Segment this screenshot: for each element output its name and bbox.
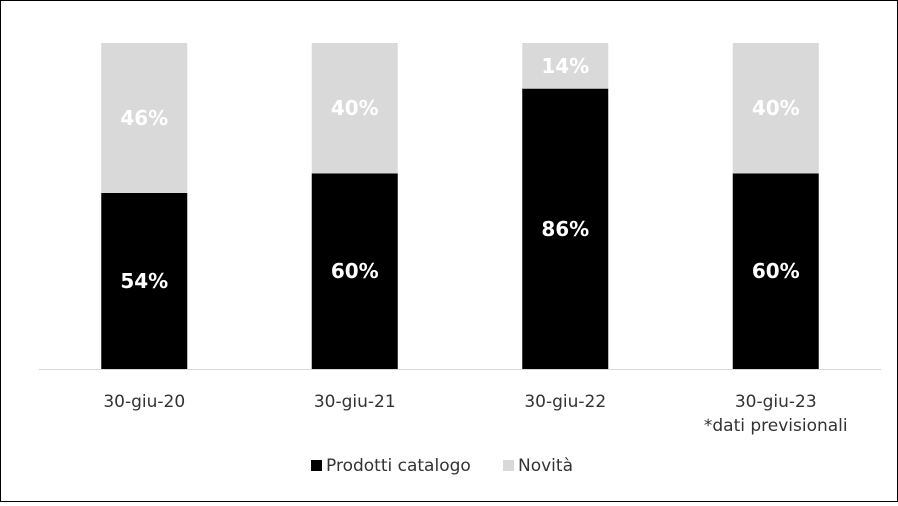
x-axis-labels: 30-giu-20 30-giu-21 30-giu-22 30-giu-23 *dat… bbox=[103, 392, 847, 436]
data-label-novita-4: 40% bbox=[752, 96, 800, 120]
data-label-prodotti-catalogo-4: 60% bbox=[752, 259, 800, 283]
x-tick-label-4: 30-giu-23 bbox=[735, 392, 817, 412]
x-tick-label-3: 30-giu-22 bbox=[524, 392, 606, 412]
bar-segment-prodotti-catalogo-4 bbox=[732, 173, 819, 369]
legend: Prodotti catalogo Novità bbox=[311, 456, 573, 476]
bar-segment-prodotti-catalogo-2 bbox=[311, 173, 398, 369]
x-tick-label-2: 30-giu-21 bbox=[314, 392, 396, 412]
x-tick-label-1: 30-giu-20 bbox=[103, 392, 185, 412]
bar-segment-novita-3 bbox=[522, 43, 609, 89]
legend-label-novita: Novità bbox=[518, 456, 573, 476]
bar-segment-prodotti-catalogo-3 bbox=[522, 88, 609, 369]
legend-swatch-prodotti-catalogo bbox=[311, 460, 322, 471]
data-label-prodotti-catalogo-2: 60% bbox=[331, 259, 379, 283]
bar-segment-novita-2 bbox=[311, 43, 398, 174]
legend-swatch-novita bbox=[503, 460, 514, 471]
bar-segment-novita-1 bbox=[101, 43, 188, 193]
bar-segment-prodotti-catalogo-1 bbox=[101, 192, 188, 369]
legend-label-prodotti-catalogo: Prodotti catalogo bbox=[326, 456, 471, 476]
x-tick-sublabel-4: *dati previsionali bbox=[704, 416, 848, 436]
data-label-novita-1: 46% bbox=[120, 106, 168, 130]
bar-segment-novita-4 bbox=[732, 43, 819, 174]
data-label-novita-2: 40% bbox=[331, 96, 379, 120]
bars-group: 54% 46% 60% 40% 86% 14% 60% 40% bbox=[101, 43, 819, 369]
data-label-prodotti-catalogo-1: 54% bbox=[120, 269, 168, 293]
data-label-prodotti-catalogo-3: 86% bbox=[541, 217, 589, 241]
data-label-novita-3: 14% bbox=[541, 54, 589, 78]
